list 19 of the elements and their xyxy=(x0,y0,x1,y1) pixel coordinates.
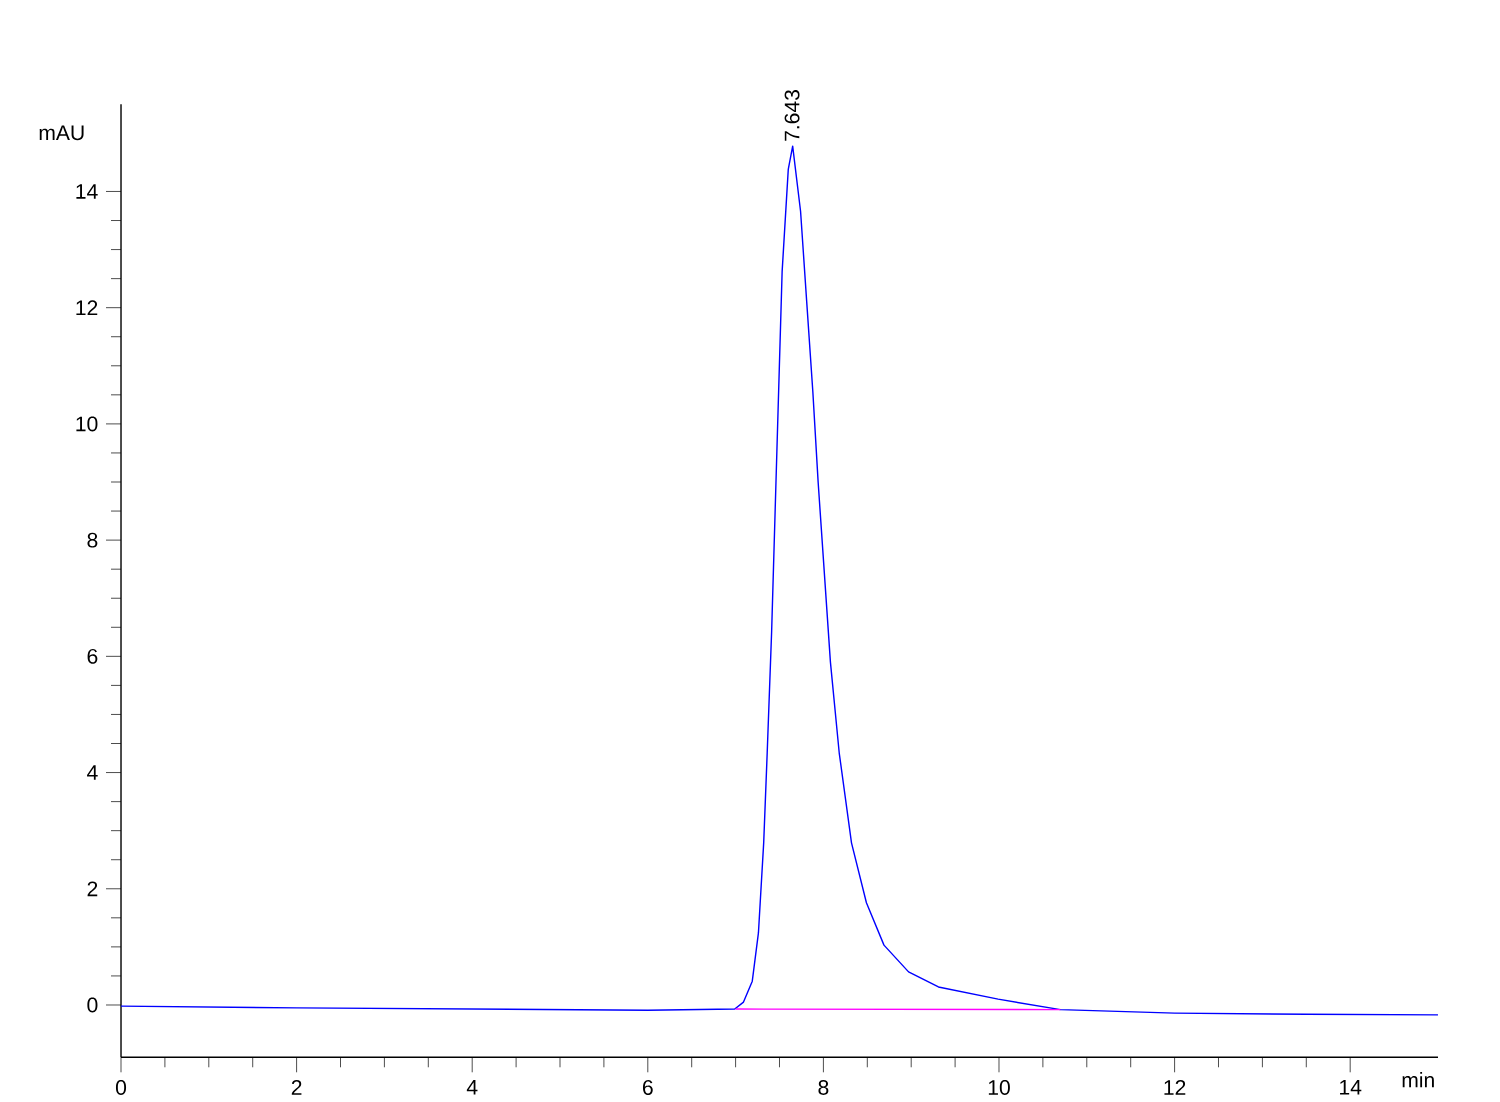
annotation: 7.643 xyxy=(784,90,800,141)
x-tick-label: 0 xyxy=(115,1080,127,1095)
x-tick-label: 6 xyxy=(642,1080,653,1095)
x-axis-title: min xyxy=(1402,1072,1434,1088)
y-tick-label: 0 xyxy=(87,997,98,1013)
y-tick-label: 14 xyxy=(76,184,98,199)
y-tick-label: 2 xyxy=(87,881,98,897)
y-tick-label: 6 xyxy=(87,648,98,664)
y-tick-label: 4 xyxy=(87,765,98,780)
y-tick-label: 8 xyxy=(87,532,98,548)
x-tick-label: 14 xyxy=(1340,1080,1362,1095)
x-tick-label: 10 xyxy=(988,1080,1010,1095)
y-axis-title: mAU xyxy=(39,125,84,141)
x-tick-label: 2 xyxy=(291,1080,302,1095)
x-tick-label: 4 xyxy=(466,1080,478,1095)
x-tick-label: 8 xyxy=(818,1080,829,1095)
y-tick-label: 12 xyxy=(76,300,98,316)
y-tick-label: 10 xyxy=(76,416,98,432)
x-tick-label: 12 xyxy=(1164,1080,1186,1095)
